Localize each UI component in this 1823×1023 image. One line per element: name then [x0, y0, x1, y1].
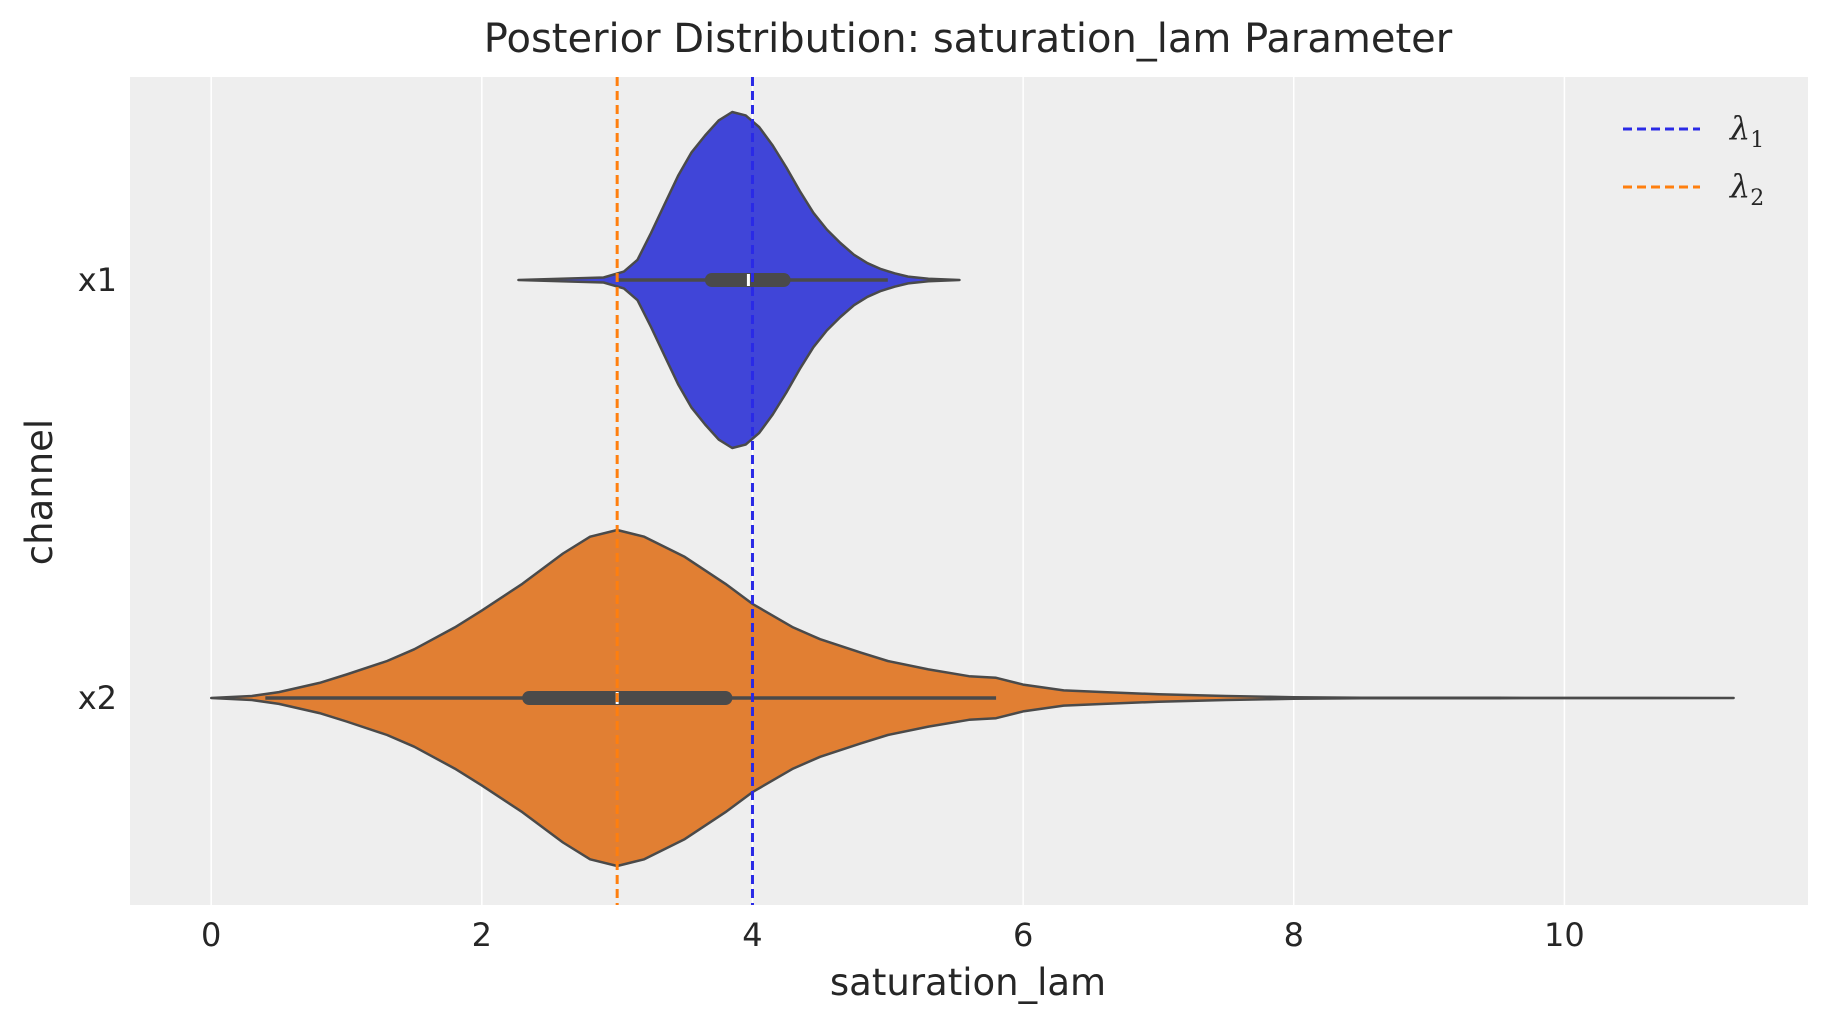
- x-tick-label: 0: [201, 916, 221, 954]
- x-tick-label: 2: [472, 916, 492, 954]
- x-tick-label: 4: [742, 916, 762, 954]
- legend-label: λ1: [1728, 109, 1764, 153]
- y-ticks: x1 x2: [78, 261, 117, 717]
- y-tick-label: x2: [78, 679, 117, 717]
- x-ticks: 0 2 4 6 8 10: [201, 916, 1585, 954]
- reference-lines: [615, 77, 754, 905]
- x-axis-label: saturation_lam: [830, 961, 1106, 1004]
- plot-area: [130, 77, 1808, 905]
- chart-title: Posterior Distribution: saturation_lam P…: [484, 16, 1453, 62]
- x-tick-label: 8: [1284, 916, 1304, 954]
- x-tick-label: 6: [1013, 916, 1033, 954]
- violins: [209, 110, 1735, 868]
- x-tick-label: 10: [1544, 916, 1585, 954]
- y-axis-label: channel: [18, 419, 61, 565]
- y-tick-label: x1: [78, 261, 117, 299]
